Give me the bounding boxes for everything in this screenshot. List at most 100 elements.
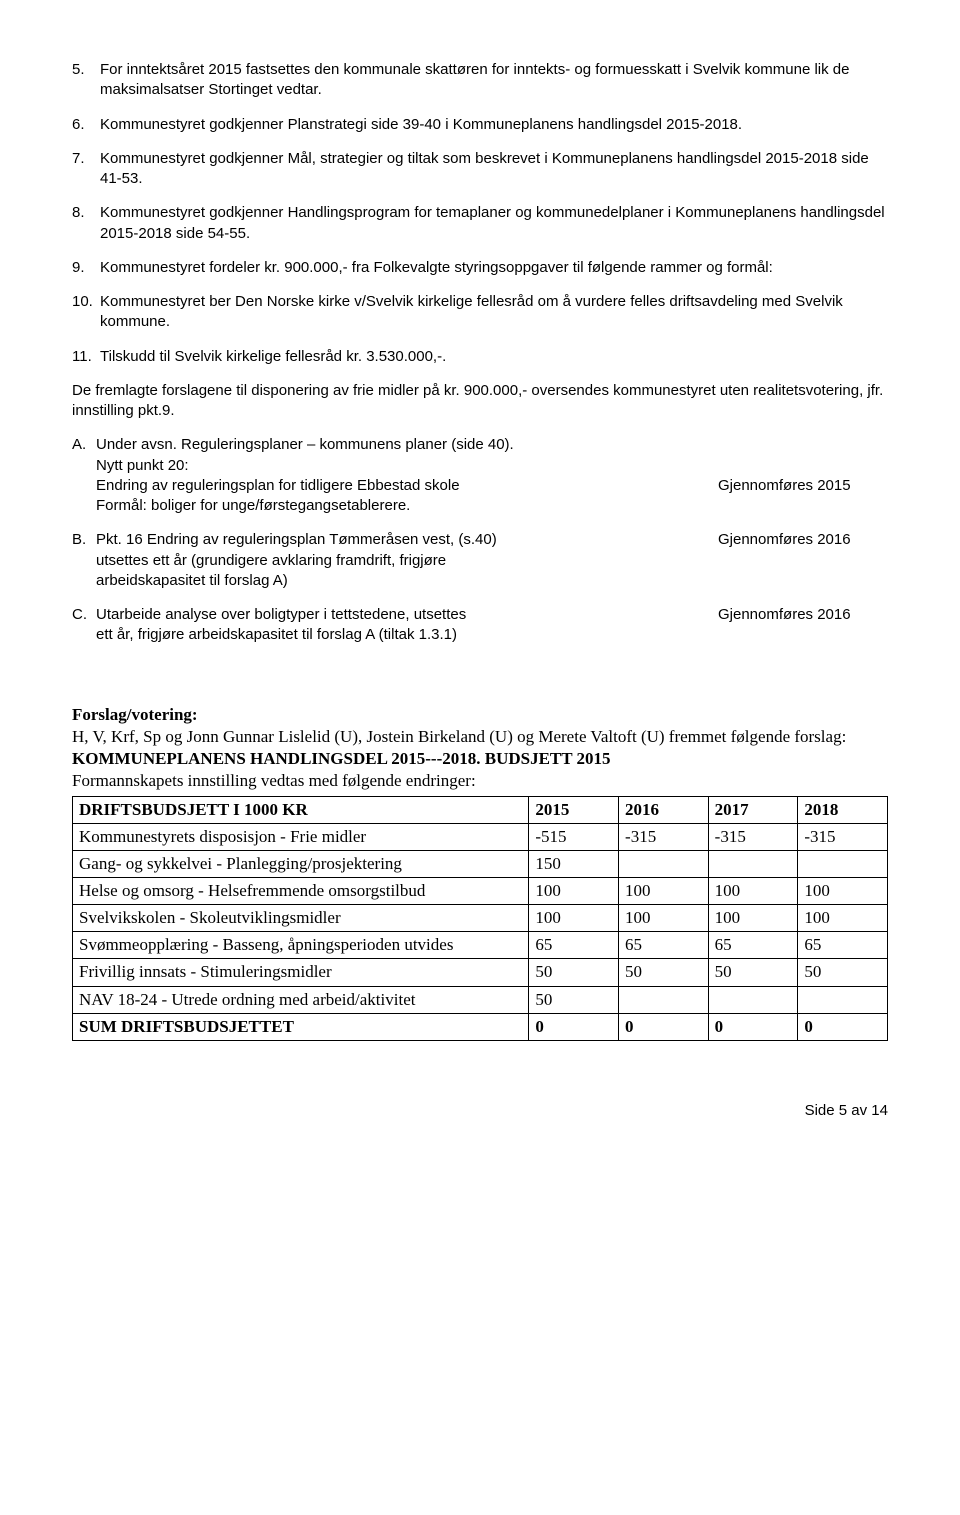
line: utsettes ett år (grundigere avklaring fr… — [96, 551, 888, 571]
letter-mark: B. — [72, 530, 96, 591]
td: NAV 18-24 - Utrede ordning med arbeid/ak… — [73, 986, 529, 1013]
td: -315 — [708, 823, 798, 850]
line-left: Pkt. 16 Endring av reguleringsplan Tømme… — [96, 530, 718, 550]
list-text: Kommunestyret fordeler kr. 900.000,- fra… — [100, 258, 888, 278]
td: 0 — [619, 1013, 709, 1040]
list-number: 6. — [72, 115, 100, 135]
td: 0 — [708, 1013, 798, 1040]
td: -315 — [798, 823, 888, 850]
proposal-block: Forslag/votering: H, V, Krf, Sp og Jonn … — [72, 704, 888, 1041]
list-item: 5.For inntektsåret 2015 fastsettes den k… — [72, 60, 888, 101]
line: Under avsn. Reguleringsplaner – kommunen… — [96, 435, 888, 455]
table-row: NAV 18-24 - Utrede ordning med arbeid/ak… — [73, 986, 888, 1013]
th: 2017 — [708, 796, 798, 823]
proposal-heading: Forslag/votering: — [72, 704, 888, 726]
letter-body: Utarbeide analyse over boligtyper i tett… — [96, 605, 888, 646]
td: -315 — [619, 823, 709, 850]
table-row: Svelvikskolen - Skoleutviklingsmidler100… — [73, 905, 888, 932]
td: 0 — [798, 1013, 888, 1040]
td: 100 — [798, 878, 888, 905]
table-header-row: DRIFTSBUDSJETT I 1000 KR 2015 2016 2017 … — [73, 796, 888, 823]
td: Frivillig innsats - Stimuleringsmidler — [73, 959, 529, 986]
td: Svømmeopplæring - Basseng, åpningsperiod… — [73, 932, 529, 959]
td: 50 — [529, 959, 619, 986]
list-number: 9. — [72, 258, 100, 278]
list-text: Kommunestyret godkjenner Mål, strategier… — [100, 149, 888, 190]
letter-body: Under avsn. Reguleringsplaner – kommunen… — [96, 435, 888, 516]
letter-mark: C. — [72, 605, 96, 646]
th: 2018 — [798, 796, 888, 823]
td: Helse og omsorg - Helsefremmende omsorgs… — [73, 878, 529, 905]
td: Svelvikskolen - Skoleutviklingsmidler — [73, 905, 529, 932]
list-item: 9.Kommunestyret fordeler kr. 900.000,- f… — [72, 258, 888, 278]
line: Formål: boliger for unge/førstegangsetab… — [96, 496, 888, 516]
list-item: 7.Kommunestyret godkjenner Mål, strategi… — [72, 149, 888, 190]
td: Kommunestyrets disposisjon - Frie midler — [73, 823, 529, 850]
table-sum-row: SUM DRIFTSBUDSJETTET0000 — [73, 1013, 888, 1040]
td: SUM DRIFTSBUDSJETTET — [73, 1013, 529, 1040]
paragraph: De fremlagte forslagene til disponering … — [72, 381, 888, 422]
table-row: Frivillig innsats - Stimuleringsmidler50… — [73, 959, 888, 986]
td: 50 — [619, 959, 709, 986]
proposal-line: H, V, Krf, Sp og Jonn Gunnar Lislelid (U… — [72, 726, 888, 748]
letter-item-b: B. Pkt. 16 Endring av reguleringsplan Tø… — [72, 530, 888, 591]
td: 50 — [529, 986, 619, 1013]
td: 100 — [708, 905, 798, 932]
list-number: 5. — [72, 60, 100, 101]
td: 50 — [708, 959, 798, 986]
td: 100 — [529, 905, 619, 932]
list-text: For inntektsåret 2015 fastsettes den kom… — [100, 60, 888, 101]
td — [708, 851, 798, 878]
td: 100 — [708, 878, 798, 905]
td: 65 — [529, 932, 619, 959]
th: DRIFTSBUDSJETT I 1000 KR — [73, 796, 529, 823]
line-right: Gjennomføres 2015 — [718, 476, 888, 496]
list-item: 8.Kommunestyret godkjenner Handlingsprog… — [72, 203, 888, 244]
td — [798, 986, 888, 1013]
td: 100 — [619, 905, 709, 932]
letter-item-c: C. Utarbeide analyse over boligtyper i t… — [72, 605, 888, 646]
table-row: Helse og omsorg - Helsefremmende omsorgs… — [73, 878, 888, 905]
td: 150 — [529, 851, 619, 878]
line-row: Endring av reguleringsplan for tidligere… — [96, 476, 888, 496]
list-text: Kommunestyret godkjenner Planstrategi si… — [100, 115, 888, 135]
td: 100 — [798, 905, 888, 932]
td: 100 — [619, 878, 709, 905]
td — [708, 986, 798, 1013]
td: 100 — [529, 878, 619, 905]
list-item: 6.Kommunestyret godkjenner Planstrategi … — [72, 115, 888, 135]
td: 50 — [798, 959, 888, 986]
line-row: Pkt. 16 Endring av reguleringsplan Tømme… — [96, 530, 888, 550]
numbered-list: 5.For inntektsåret 2015 fastsettes den k… — [72, 60, 888, 367]
page-footer: Side 5 av 14 — [72, 1101, 888, 1121]
line-left: Endring av reguleringsplan for tidligere… — [96, 476, 718, 496]
line: Nytt punkt 20: — [96, 456, 888, 476]
table-row: Svømmeopplæring - Basseng, åpningsperiod… — [73, 932, 888, 959]
list-text: Tilskudd til Svelvik kirkelige fellesråd… — [100, 347, 888, 367]
td: Gang- og sykkelvei - Planlegging/prosjek… — [73, 851, 529, 878]
td: 0 — [529, 1013, 619, 1040]
td: 65 — [798, 932, 888, 959]
list-text: Kommunestyret godkjenner Handlingsprogra… — [100, 203, 888, 244]
line: ett år, frigjøre arbeidskapasitet til fo… — [96, 625, 888, 645]
th: 2016 — [619, 796, 709, 823]
line-left: Utarbeide analyse over boligtyper i tett… — [96, 605, 718, 625]
line-right: Gjennomføres 2016 — [718, 605, 888, 625]
td: -515 — [529, 823, 619, 850]
td: 65 — [619, 932, 709, 959]
list-item: 10.Kommunestyret ber Den Norske kirke v/… — [72, 292, 888, 333]
td — [798, 851, 888, 878]
letter-mark: A. — [72, 435, 96, 516]
list-item: 11.Tilskudd til Svelvik kirkelige felles… — [72, 347, 888, 367]
td — [619, 986, 709, 1013]
list-number: 8. — [72, 203, 100, 244]
letter-body: Pkt. 16 Endring av reguleringsplan Tømme… — [96, 530, 888, 591]
td — [619, 851, 709, 878]
line-row: Utarbeide analyse over boligtyper i tett… — [96, 605, 888, 625]
table-row: Gang- og sykkelvei - Planlegging/prosjek… — [73, 851, 888, 878]
list-number: 7. — [72, 149, 100, 190]
budget-table: DRIFTSBUDSJETT I 1000 KR 2015 2016 2017 … — [72, 796, 888, 1041]
td: 65 — [708, 932, 798, 959]
line-right: Gjennomføres 2016 — [718, 530, 888, 550]
list-number: 10. — [72, 292, 100, 333]
